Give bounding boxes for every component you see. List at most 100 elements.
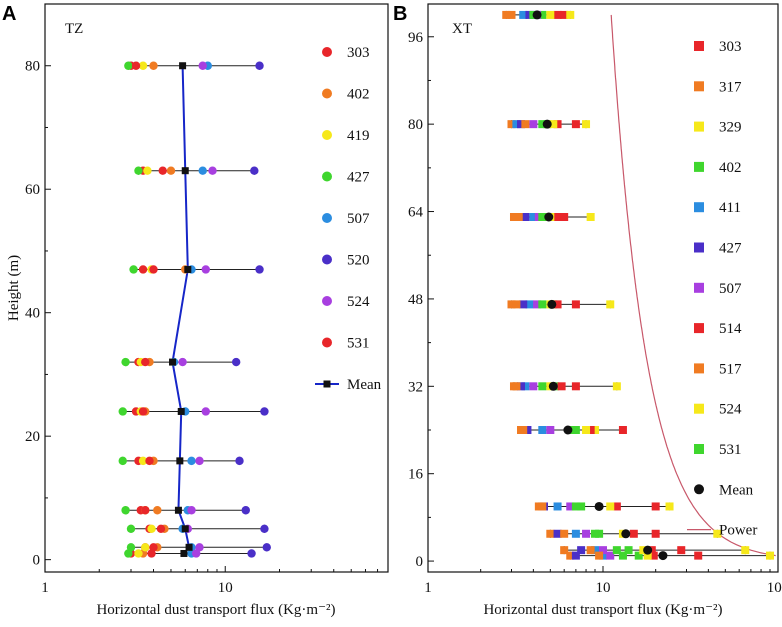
point-402	[595, 529, 604, 538]
panel-a-label: TZ	[65, 21, 83, 37]
legend-swatch-507	[694, 282, 704, 293]
mean-point	[532, 10, 542, 20]
point-507	[529, 382, 538, 391]
point-317	[566, 551, 575, 560]
point-514	[557, 382, 566, 391]
point-303	[571, 382, 580, 391]
point-427	[121, 357, 130, 367]
point-329	[713, 529, 722, 538]
legend-swatch-317	[694, 81, 704, 92]
point-514	[553, 120, 562, 129]
point-524	[208, 166, 217, 175]
point-517	[560, 529, 569, 538]
point-427	[124, 61, 133, 70]
legend-label-427: 427	[719, 241, 742, 257]
point-411	[571, 529, 580, 538]
point-520	[241, 506, 250, 515]
point-524	[546, 10, 555, 19]
legend-swatch-303	[694, 41, 704, 51]
panel-letter-a: A	[2, 3, 16, 25]
point-427	[577, 546, 586, 555]
point-531	[538, 300, 547, 309]
point-531	[618, 551, 627, 560]
point-520	[250, 166, 259, 175]
point-303	[560, 10, 569, 19]
mean-point	[169, 358, 177, 366]
point-531	[612, 546, 621, 555]
point-317	[509, 213, 518, 221]
point-303	[571, 120, 580, 129]
point-419	[134, 549, 143, 558]
legend-label-303: 303	[347, 45, 370, 61]
point-524	[643, 551, 652, 560]
point-524	[606, 502, 615, 511]
point-517	[512, 382, 521, 391]
point-419	[138, 456, 148, 466]
x-tick-label: 1	[41, 580, 49, 596]
point-303	[677, 546, 686, 555]
panel-letter-b: B	[393, 3, 407, 25]
point-524	[198, 61, 207, 70]
legend-swatch-520	[322, 254, 332, 265]
point-531	[141, 506, 150, 515]
legend-swatch-411	[694, 202, 704, 213]
point-419	[143, 166, 152, 175]
legend-swatch-402	[322, 88, 332, 99]
point-524	[191, 549, 201, 558]
point-531	[156, 524, 166, 533]
point-317	[502, 10, 511, 19]
panel-a-xlabel: Horizontal dust transport flux (Kg·m⁻²)	[96, 602, 335, 618]
point-520	[260, 407, 269, 416]
point-517	[512, 300, 521, 309]
point-427	[517, 382, 526, 391]
point-427	[521, 213, 530, 221]
point-411	[538, 426, 547, 434]
legend-label-Mean: Mean	[347, 377, 382, 393]
legend-swatch-524	[322, 296, 332, 306]
legend-swatch-419	[322, 130, 332, 140]
mean-point	[176, 457, 184, 465]
point-402	[149, 61, 158, 70]
panel-b-xlabel: Horizontal dust transport flux (Kg·m⁻²)	[483, 602, 722, 618]
mean-point	[548, 381, 558, 391]
point-531	[131, 61, 141, 70]
point-427	[118, 407, 127, 416]
point-329	[590, 426, 599, 434]
point-507	[529, 120, 538, 129]
point-507	[533, 300, 542, 309]
panel-a-mean-line	[171, 65, 191, 555]
point-317	[546, 529, 555, 538]
legend-swatch-Mean	[323, 380, 331, 388]
point-411	[529, 213, 538, 221]
point-303	[651, 529, 660, 538]
mean-point	[177, 407, 185, 415]
point-329	[665, 502, 674, 511]
point-402	[571, 426, 580, 434]
point-419	[141, 543, 150, 552]
point-303	[571, 300, 580, 309]
point-411	[553, 502, 562, 511]
mean-point	[542, 119, 552, 129]
point-531	[145, 456, 154, 466]
mean-point	[184, 265, 192, 273]
point-520	[262, 543, 271, 552]
x-tick-label: 10	[596, 580, 611, 596]
point-514	[649, 551, 658, 560]
point-303	[618, 426, 627, 434]
x-tick-label: 100	[767, 580, 782, 596]
point-329	[582, 120, 591, 129]
point-411	[590, 546, 599, 555]
point-507	[599, 546, 607, 555]
point-524	[178, 357, 187, 367]
point-402	[624, 546, 633, 555]
y-tick-label: 96	[408, 30, 424, 46]
x-tick-label: 10	[218, 580, 233, 596]
point-427	[523, 426, 532, 434]
point-524	[195, 543, 204, 552]
legend-label-524: 524	[719, 402, 742, 418]
point-411	[525, 300, 534, 309]
point-329	[586, 213, 595, 221]
mean-point	[547, 299, 557, 309]
legend-label-531: 531	[347, 336, 370, 352]
legend-swatch-524	[694, 403, 704, 414]
